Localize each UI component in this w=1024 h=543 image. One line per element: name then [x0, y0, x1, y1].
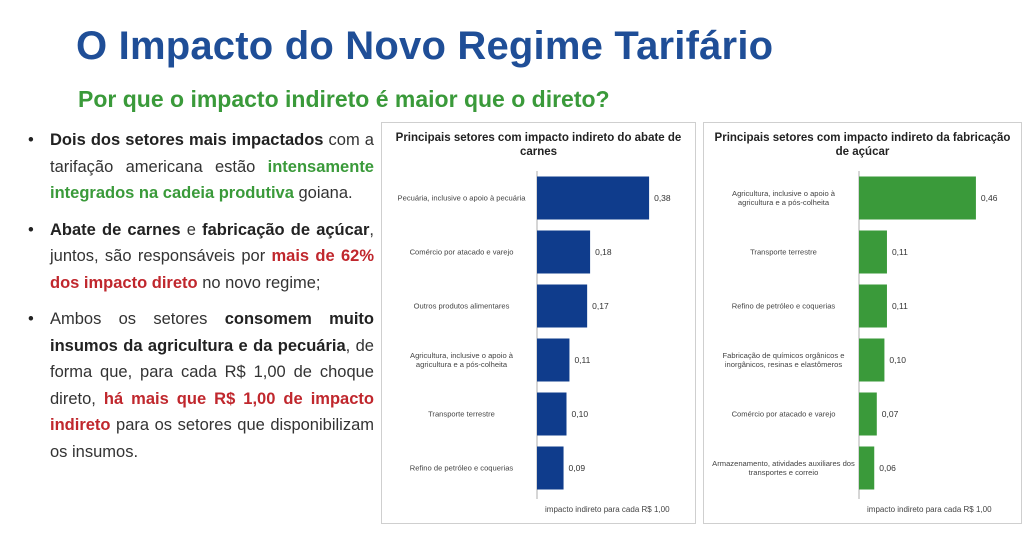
chart-2-category-label-3: Refino de petróleo e coquerias [732, 302, 836, 311]
bullet-item-3: Ambos os setores consomem muito insumos … [28, 306, 374, 465]
chart-2-value-label-5: 0,07 [882, 409, 899, 419]
chart-1-title: Principais setores com impacto indireto … [395, 132, 682, 158]
chart-2-value-label-6: 0,06 [879, 463, 896, 473]
chart-1-value-label-1: 0,38 [654, 193, 671, 203]
chart-2-title: Principais setores com impacto indireto … [714, 132, 1011, 158]
page-subtitle: Por que o impacto indireto é maior que o… [78, 86, 610, 112]
chart-1-value-label-2: 0,18 [595, 247, 612, 257]
bullet-3-part-5: para os setores que disponibilizam os in… [50, 416, 374, 461]
chart-1-bar-1 [537, 176, 650, 220]
chart-1-value-label-3: 0,17 [592, 301, 609, 311]
chart-2-bar-4 [859, 338, 885, 382]
chart-2-value-label-4: 0,10 [889, 355, 906, 365]
bullet-3-part-4: há mais que R$ 1,00 de impacto indireto [50, 389, 374, 435]
page-title: O Impacto do Novo Regime Tarifário [76, 24, 774, 68]
chart-1-x-axis-title: impacto indireto para cada R$ 1,00 [545, 505, 670, 514]
chart-2-category-label-6: Armazenamento, atividades auxiliares dos… [712, 459, 855, 477]
chart-1-bar-6 [537, 446, 564, 490]
chart-2-value-label-3: 0,11 [892, 301, 908, 311]
chart-1-category-label-2: Comércio por atacado e varejo [410, 248, 514, 257]
chart-2-bar-3 [859, 284, 887, 328]
chart-1-bar-2 [537, 230, 591, 274]
chart-1-category-label-4: Agricultura, inclusive o apoio à agricult… [410, 351, 514, 369]
chart-2-value-label-2: 0,11 [892, 247, 908, 257]
chart-abate-de-carnes: 0,38 Pecuária, inclusive o apoio à pecuár… [398, 171, 671, 514]
chart-1-category-label-6: Refino de petróleo e coquerias [410, 464, 514, 473]
bullet-list: Dois dos setores mais impactados com a t… [28, 127, 374, 475]
bullet-1-part-4: goiana. [293, 184, 353, 202]
chart-panel-abate-de-carnes: 0,38 Pecuária, inclusive o apoio à pecuár… [381, 122, 696, 524]
chart-1-bar-4 [537, 338, 570, 382]
bullet-3-part-1: Ambos os setores [50, 310, 225, 328]
chart-2-value-label-1: 0,46 [981, 193, 998, 203]
chart-2-bar-5 [859, 392, 877, 436]
chart-2-x-axis-title: impacto indireto para cada R$ 1,00 [867, 505, 992, 514]
chart-1-bar-5 [537, 392, 567, 436]
bullet-1-part-2: com a tarifação americana estão [50, 131, 374, 176]
chart-1-category-label-5: Transporte terrestre [428, 410, 495, 419]
chart-1-category-label-1: Pecuária, inclusive o apoio à pecuária [398, 194, 527, 203]
chart-2-category-label-4: Fabricação de químicos orgânicos e inorgâ… [723, 351, 845, 369]
bullet-3-part-3: , de forma que, para cada R$ 1,00 de cho… [50, 336, 374, 408]
bullet-3-part-2: consomem muito insumos da agricultura e … [50, 310, 374, 355]
bullet-item-1: Dois dos setores mais impactados com a t… [28, 127, 374, 207]
chart-1-value-label-4: 0,11 [574, 355, 590, 365]
chart-2-category-label-2: Transporte terrestre [750, 248, 817, 257]
bullet-2-part-5: mais de 62% dos impacto direto [50, 247, 374, 292]
bullet-2-part-3: fabricação de açúcar [202, 220, 370, 239]
bullet-1-part-3: intensamente integrados na cadeia produt… [50, 157, 374, 203]
bullet-item-2: Abate de carnes e fabricação de açúcar, … [28, 217, 374, 297]
bullet-2-part-1: Abate de carnes [50, 220, 181, 239]
chart-2-category-label-5: Comércio por atacado e varejo [732, 410, 836, 419]
chart-panel-fabricacao-de-acucar: 0,46 Agricultura, inclusive o apoio à agri… [703, 122, 1022, 524]
chart-2-category-label-1: Agricultura, inclusive o apoio à agricult… [732, 189, 836, 207]
bullet-2-part-2: e [180, 220, 203, 239]
chart-fabricacao-de-acucar: 0,46 Agricultura, inclusive o apoio à agri… [712, 171, 998, 514]
chart-1-value-label-6: 0,09 [569, 463, 586, 473]
chart-2-bar-1 [859, 176, 976, 220]
bullet-2-part-6: no novo regime; [197, 273, 321, 292]
chart-1-bar-3 [537, 284, 588, 328]
bullet-2-part-4: , juntos, são responsáveis por [50, 220, 374, 266]
chart-2-bar-2 [859, 230, 887, 274]
chart-1-category-label-3: Outros produtos alimentares [414, 302, 510, 311]
bullet-1-part-1: Dois dos setores mais impactados [50, 131, 324, 149]
chart-1-value-label-5: 0,10 [572, 409, 589, 419]
chart-2-bar-6 [859, 446, 875, 490]
